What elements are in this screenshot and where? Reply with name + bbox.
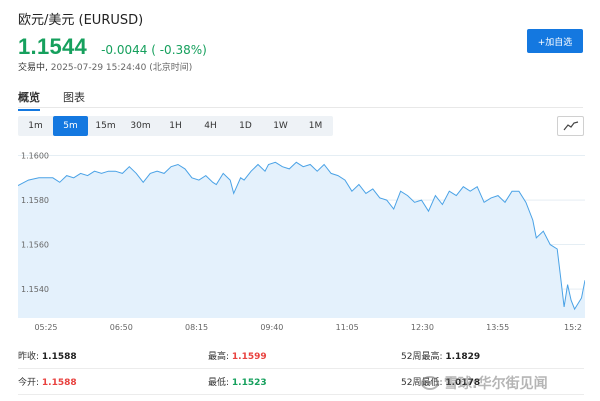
chart-area-fill: [18, 162, 585, 318]
price-row: 1.1544 -0.0044 ( -0.38%): [18, 34, 207, 60]
stat-value: 1.1523: [231, 378, 267, 388]
stat-value: 1.1588: [41, 352, 77, 362]
watermark: 雪球:华尔街见闻: [420, 373, 548, 393]
stat-value: 1.0178: [445, 378, 481, 388]
trend-line-icon: [563, 121, 578, 131]
stat-value: 1.1599: [231, 352, 267, 362]
chart-price-line: [18, 161, 585, 311]
x-tick-label: 12:30: [411, 323, 434, 332]
stat-label: 最高:: [208, 352, 230, 362]
x-tick-label: 06:50: [110, 323, 133, 332]
add-watchlist-button[interactable]: +加自选: [527, 29, 583, 53]
period-selector: 1m 5m 15m 30m 1H 4H 1D 1W 1M: [18, 116, 333, 136]
stat-low: 最低: 1.1523: [208, 375, 267, 388]
x-tick-label: 09:40: [260, 323, 283, 332]
y-tick-label: 1.1540: [21, 285, 49, 294]
stat-label: 昨收:: [18, 352, 40, 362]
current-price: 1.1544: [18, 34, 88, 59]
period-1m[interactable]: 1m: [28, 121, 43, 131]
x-tick-label: 13:55: [486, 323, 509, 332]
stats-row: 昨收: 1.1588 最高: 1.1599 52周最高: 1.1829: [18, 343, 584, 369]
period-4h[interactable]: 4H: [204, 121, 217, 131]
period-5m[interactable]: 5m: [53, 116, 88, 136]
stat-value: 1.1829: [445, 352, 481, 362]
watermark-text: 雪球:华尔街见闻: [444, 376, 548, 392]
price-chart[interactable]: 1.1600 1.1580 1.1560 1.1540 05:25 06:50 08:15…: [18, 140, 585, 336]
y-tick-label: 1.1580: [21, 196, 49, 205]
period-1w[interactable]: 1W: [273, 121, 288, 131]
y-tick-label: 1.1600: [21, 152, 49, 161]
tab-chart[interactable]: 图表: [63, 91, 85, 104]
stat-label: 最低:: [208, 378, 230, 388]
stat-high: 最高: 1.1599: [208, 349, 267, 362]
stat-label: 52周最高:: [401, 352, 443, 362]
x-tick-label: 15:2: [564, 323, 582, 332]
main-tabs: 概览 图表: [18, 89, 108, 111]
status-label: 交易中,: [18, 63, 48, 73]
x-tick-label: 08:15: [185, 323, 208, 332]
period-1h[interactable]: 1H: [169, 121, 182, 131]
period-30m[interactable]: 30m: [130, 121, 151, 131]
stat-label: 今开:: [18, 378, 40, 388]
trade-status: 交易中, 2025-07-29 15:24:40 (北京时间): [18, 60, 192, 73]
snowball-logo-icon: [421, 376, 439, 390]
period-1d[interactable]: 1D: [239, 121, 252, 131]
page-title: 欧元/美元 (EURUSD): [18, 13, 144, 28]
stat-open: 今开: 1.1588: [18, 375, 77, 388]
timestamp: 2025-07-29 15:24:40 (北京时间): [50, 63, 193, 73]
tabs-divider: [18, 107, 583, 108]
period-15m[interactable]: 15m: [95, 121, 116, 131]
chart-type-button[interactable]: [557, 116, 584, 136]
tab-overview[interactable]: 概览: [18, 89, 40, 111]
stat-52w-high: 52周最高: 1.1829: [401, 349, 480, 362]
period-1mo[interactable]: 1M: [308, 121, 323, 131]
stat-prev-close: 昨收: 1.1588: [18, 349, 77, 362]
price-change: -0.0044 ( -0.38%): [101, 43, 207, 57]
x-tick-label: 11:05: [336, 323, 359, 332]
y-tick-label: 1.1560: [21, 241, 49, 250]
x-tick-label: 05:25: [34, 323, 57, 332]
stat-value: 1.1588: [41, 378, 77, 388]
